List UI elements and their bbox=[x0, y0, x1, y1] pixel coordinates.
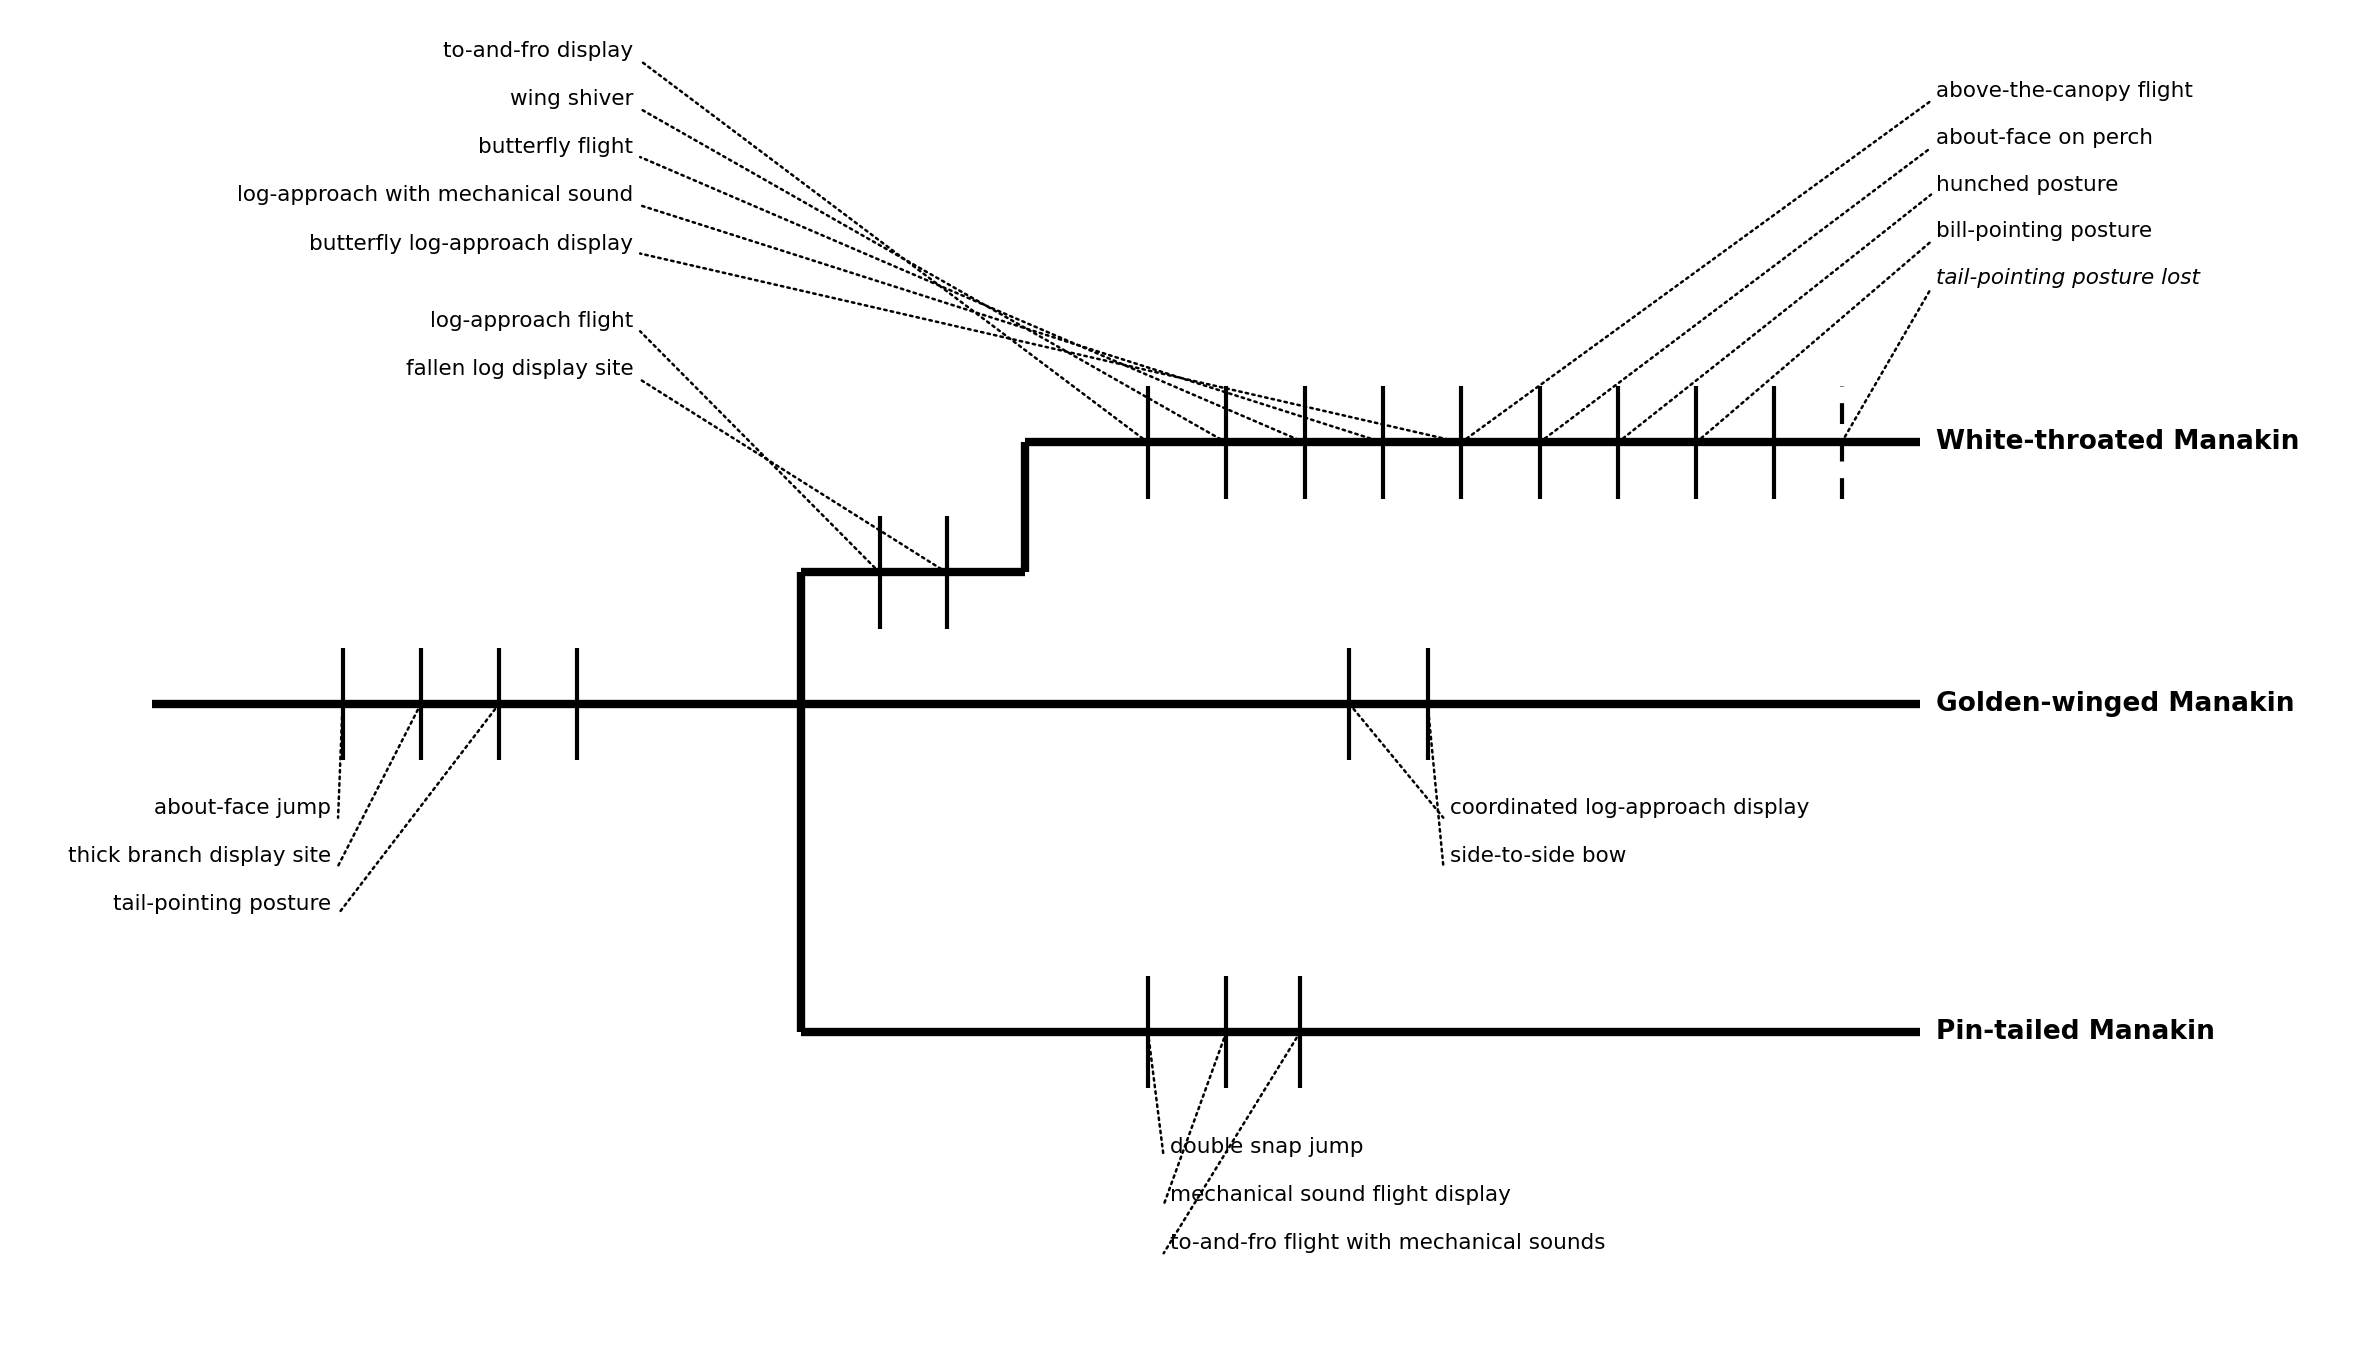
Text: about-face jump: about-face jump bbox=[154, 798, 331, 818]
Text: tail-pointing posture: tail-pointing posture bbox=[113, 894, 331, 914]
Text: thick branch display site: thick branch display site bbox=[68, 846, 331, 867]
Text: hunched posture: hunched posture bbox=[1934, 175, 2119, 195]
Text: wing shiver: wing shiver bbox=[510, 89, 633, 108]
Text: mechanical sound flight display: mechanical sound flight display bbox=[1169, 1185, 1512, 1205]
Text: tail-pointing posture lost: tail-pointing posture lost bbox=[1934, 268, 2199, 288]
Text: to-and-fro display: to-and-fro display bbox=[444, 41, 633, 61]
Text: coordinated log-approach display: coordinated log-approach display bbox=[1450, 798, 1809, 818]
Text: to-and-fro flight with mechanical sounds: to-and-fro flight with mechanical sounds bbox=[1169, 1233, 1606, 1254]
Text: above-the-canopy flight: above-the-canopy flight bbox=[1934, 81, 2192, 100]
Text: butterfly log-approach display: butterfly log-approach display bbox=[309, 233, 633, 253]
Text: bill-pointing posture: bill-pointing posture bbox=[1934, 222, 2152, 241]
Text: Pin-tailed Manakin: Pin-tailed Manakin bbox=[1934, 1020, 2216, 1045]
Text: butterfly flight: butterfly flight bbox=[479, 137, 633, 157]
Text: log-approach with mechanical sound: log-approach with mechanical sound bbox=[236, 185, 633, 206]
Text: double snap jump: double snap jump bbox=[1169, 1137, 1363, 1156]
Text: fallen log display site: fallen log display site bbox=[406, 360, 633, 379]
Text: log-approach flight: log-approach flight bbox=[430, 311, 633, 332]
Text: Golden-winged Manakin: Golden-winged Manakin bbox=[1934, 691, 2294, 716]
Text: side-to-side bow: side-to-side bow bbox=[1450, 846, 1627, 867]
Text: White-throated Manakin: White-throated Manakin bbox=[1934, 429, 2298, 455]
Text: about-face on perch: about-face on perch bbox=[1934, 127, 2152, 148]
